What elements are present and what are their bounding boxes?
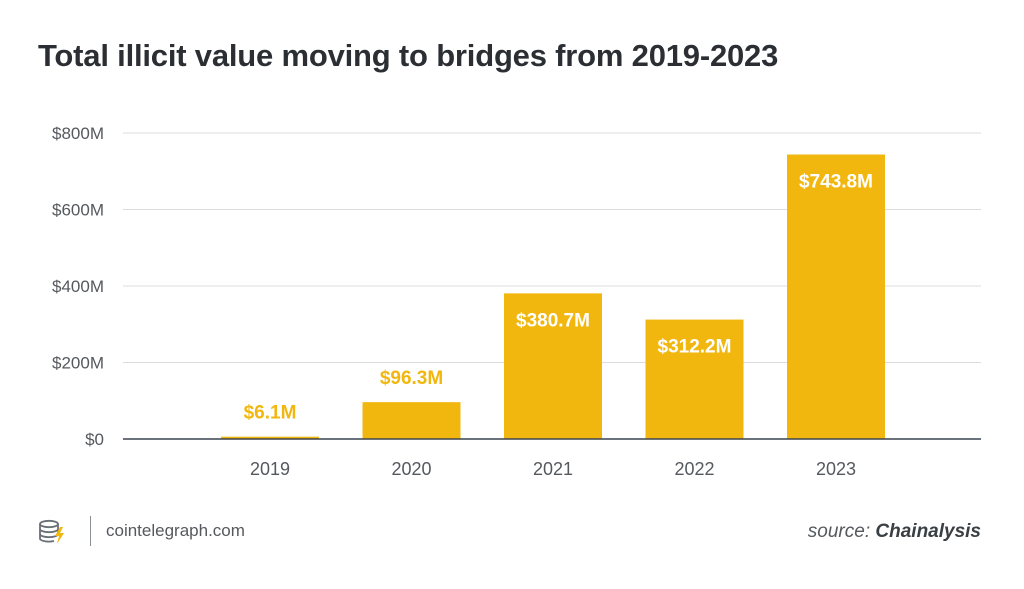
bar <box>221 436 319 439</box>
source-prefix: source: <box>807 521 871 542</box>
bar-value-label: $743.8M <box>799 171 873 192</box>
bar-value-label: $6.1M <box>244 403 297 424</box>
y-tick-label: $800M <box>52 124 104 143</box>
x-tick-label: 2023 <box>816 459 856 479</box>
source-name: Chainalysis <box>875 521 981 542</box>
y-tick-label: $0 <box>85 430 104 449</box>
x-tick-label: 2022 <box>674 459 714 479</box>
footer-site-link[interactable]: cointelegraph.com <box>106 521 245 540</box>
x-tick-label: 2021 <box>533 459 573 479</box>
y-tick-label: $400M <box>52 277 104 296</box>
x-tick-label: 2019 <box>250 459 290 479</box>
bar-value-label: $96.3M <box>380 368 443 389</box>
footer-source: source: Chainalysis <box>808 521 981 543</box>
bar <box>787 154 885 439</box>
bar <box>504 293 602 439</box>
cointelegraph-logo-icon <box>39 519 64 544</box>
footer-divider <box>90 516 91 546</box>
bar <box>645 319 744 439</box>
y-tick-label: $600M <box>52 201 104 220</box>
x-tick-label: 2020 <box>391 459 431 479</box>
y-tick-label: $200M <box>52 354 104 373</box>
chart-title: Total illicit value moving to bridges fr… <box>38 38 779 73</box>
bar-value-label: $312.2M <box>658 337 732 358</box>
bar-value-label: $380.7M <box>516 310 590 331</box>
bar <box>362 402 461 439</box>
